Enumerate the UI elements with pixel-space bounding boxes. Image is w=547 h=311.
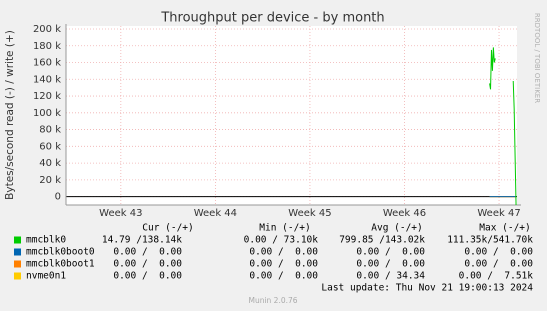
legend-header: Max (-/+) [479, 223, 530, 234]
legend-name: mmcblk0 [26, 235, 66, 246]
legend-header: Cur (-/+) [142, 223, 193, 234]
y-tick-label: 200 k [33, 24, 61, 35]
y-axis-label: Bytes/second read (-) / write (+) [4, 30, 16, 200]
legend-value: 14.79 /138.14k [102, 235, 182, 246]
chart-title: Throughput per device - by month [160, 11, 384, 26]
legend-swatch [14, 260, 21, 268]
legend-value: 0.00 / 0.00 [113, 259, 182, 270]
y-tick-label: 80 k [39, 125, 61, 136]
plot-area [66, 26, 517, 205]
legend-header: Min (-/+) [259, 223, 310, 234]
y-tick-label: 120 k [33, 91, 61, 102]
legend-value: 0.00 / 0.00 [464, 259, 533, 270]
x-tick-label: Week 43 [99, 208, 142, 219]
footer: Munin 2.0.76 [248, 296, 297, 305]
series-line [489, 47, 496, 90]
series-line [512, 80, 517, 206]
legend-value: 0.00 / 0.00 [113, 247, 182, 258]
legend-swatch [14, 236, 21, 244]
legend-header: Avg (-/+) [371, 223, 422, 234]
legend-value: 0.00 / 0.00 [356, 259, 425, 270]
y-tick-label: 0 [55, 192, 61, 203]
legend-value: 0.00 / 73.10k [244, 235, 319, 246]
legend-value: 0.00 / 0.00 [249, 259, 318, 270]
y-tick-label: 40 k [39, 158, 61, 169]
legend-name: mmcblk0boot0 [26, 247, 95, 258]
x-tick-label: Week 45 [288, 208, 331, 219]
y-tick-label: 100 k [33, 108, 61, 119]
legend-value: 0.00 / 0.00 [464, 247, 533, 258]
legend-value: 111.35k/541.70k [447, 235, 533, 246]
y-tick-label: 140 k [33, 74, 61, 85]
legend-value: 0.00 / 0.00 [249, 271, 318, 282]
legend-name: nvme0n1 [26, 271, 66, 282]
legend-name: mmcblk0boot1 [26, 259, 95, 270]
y-tick-label: 20 k [39, 175, 61, 186]
legend-value: 0.00 / 0.00 [356, 247, 425, 258]
legend-swatch [14, 272, 21, 280]
y-tick-label: 60 k [39, 141, 61, 152]
last-update: Last update: Thu Nov 21 19:00:13 2024 [321, 283, 533, 294]
legend-value: 0.00 / 34.34 [356, 271, 425, 282]
side-label: RRDTOOL / TOBI OETIKER [533, 13, 541, 103]
x-tick-label: Week 47 [477, 208, 520, 219]
legend-value: 0.00 / 0.00 [113, 271, 182, 282]
legend-swatch [14, 248, 21, 256]
y-tick-label: 160 k [33, 58, 61, 69]
x-tick-label: Week 44 [194, 208, 237, 219]
legend-value: 0.00 / 7.51k [459, 271, 534, 282]
legend-value: 0.00 / 0.00 [249, 247, 318, 258]
legend-value: 799.85 /143.02k [339, 235, 425, 246]
x-tick-label: Week 46 [383, 208, 426, 219]
y-tick-label: 180 k [33, 41, 61, 52]
